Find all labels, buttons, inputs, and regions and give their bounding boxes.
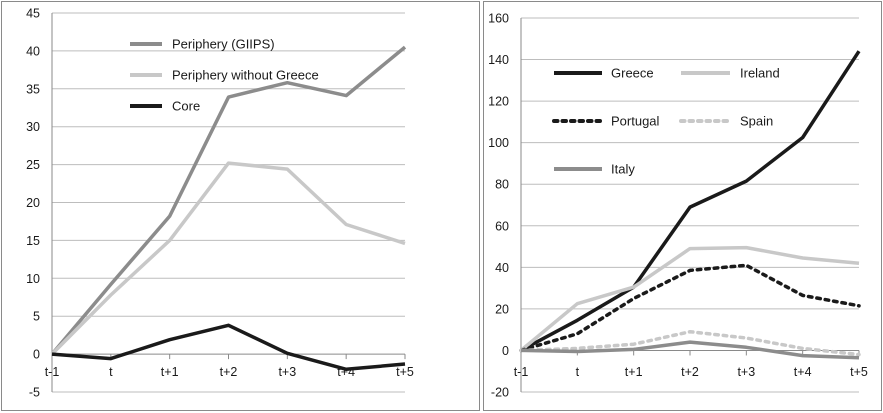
left-x-tick-label: t-1 — [45, 365, 60, 379]
right-y-tick-label: 160 — [488, 12, 509, 26]
left-y-tick-label: 25 — [26, 158, 40, 172]
right-series-line-spain — [519, 329, 861, 357]
right-x-tick-label: t+2 — [681, 365, 699, 379]
left-chart-panel: -5 0 5 10 15 20 25 30 35 40 45 t-1 t t+1 t+2 t+3 t+4 t+5 P… — [1, 1, 480, 411]
left-x-tick-label: t — [109, 365, 113, 379]
left-x-tick-label: t+2 — [220, 365, 238, 379]
left-x-tick-label: t+5 — [396, 365, 414, 379]
left-y-tick-label: 20 — [26, 196, 40, 210]
left-x-tick-label: t+3 — [278, 365, 296, 379]
right-series-line-portugal — [519, 263, 861, 353]
right-y-tick-label: 0 — [502, 344, 509, 358]
left-y-tick-label: 40 — [26, 44, 40, 58]
right-x-tick-label: t+3 — [737, 365, 755, 379]
left-y-tick-label: -5 — [29, 386, 40, 400]
right-y-axis: -20 0 20 40 60 80 100 120 140 160 — [488, 12, 509, 400]
left-y-tick-label: 35 — [26, 82, 40, 96]
left-series-line-periphery-giips — [50, 45, 407, 356]
right-y-tick-label: -20 — [491, 386, 509, 400]
right-series-group — [519, 50, 861, 360]
right-y-tick-label: 20 — [495, 302, 509, 316]
right-x-tick-label: t+4 — [794, 365, 812, 379]
right-x-tick-label: t+5 — [850, 365, 868, 379]
left-y-tick-label: 30 — [26, 120, 40, 134]
right-chart-panel: -20 0 20 40 60 80 100 120 140 160 t-1 t t+1 t+2 t+3 t+4… — [483, 1, 882, 411]
right-x-tick-label: t-1 — [514, 365, 529, 379]
right-y-tick-label: 80 — [495, 178, 509, 192]
left-y-tick-label: 0 — [33, 348, 40, 362]
left-legend-label-core: Core — [172, 99, 200, 114]
left-series-group — [50, 45, 407, 372]
right-y-tick-label: 120 — [488, 95, 509, 109]
right-y-tick-label: 60 — [495, 219, 509, 233]
right-y-tick-label: 100 — [488, 136, 509, 150]
left-series-line-core — [51, 323, 406, 372]
right-x-tick-label: t+1 — [625, 365, 643, 379]
right-legend-label-italy: Italy — [611, 162, 635, 177]
left-y-tick-label: 5 — [33, 310, 40, 324]
right-series-line-italy — [520, 340, 860, 360]
right-legend-label-greece: Greece — [611, 66, 654, 81]
right-legend-label-ireland: Ireland — [740, 66, 780, 81]
right-legend-label-portugal: Portugal — [611, 114, 660, 129]
left-y-axis: -5 0 5 10 15 20 25 30 35 40 45 — [26, 7, 40, 400]
right-series-line-ireland — [519, 245, 860, 352]
left-series-line-periphery-without-greece — [50, 161, 406, 356]
left-legend-label-periphery-without-greece: Periphery without Greece — [172, 68, 319, 83]
right-legend-label-spain: Spain — [740, 114, 773, 129]
left-y-tick-label: 10 — [26, 272, 40, 286]
left-x-tick-label: t+1 — [161, 365, 179, 379]
left-x-axis: t-1 t t+1 t+2 t+3 t+4 t+5 — [45, 353, 414, 379]
left-legend-label-periphery-giips: Periphery (GIIPS) — [172, 37, 275, 52]
right-y-tick-label: 140 — [488, 53, 509, 67]
right-y-tick-label: 40 — [495, 261, 509, 275]
right-legend: Greece Ireland Portugal Spain Italy — [552, 66, 780, 177]
left-y-tick-label: 45 — [26, 7, 40, 21]
right-x-tick-label: t — [576, 365, 580, 379]
left-legend: Periphery (GIIPS) Periphery without Greec… — [130, 37, 319, 114]
right-series-line-greece — [520, 50, 861, 352]
right-gridlines — [521, 17, 859, 393]
left-y-tick-label: 15 — [26, 234, 40, 248]
right-chart-svg: -20 0 20 40 60 80 100 120 140 160 t-1 t t+1 t+2 t+3 t+4… — [488, 12, 868, 400]
right-x-axis: t-1 t t+1 t+2 t+3 t+4 t+5 — [514, 349, 868, 379]
